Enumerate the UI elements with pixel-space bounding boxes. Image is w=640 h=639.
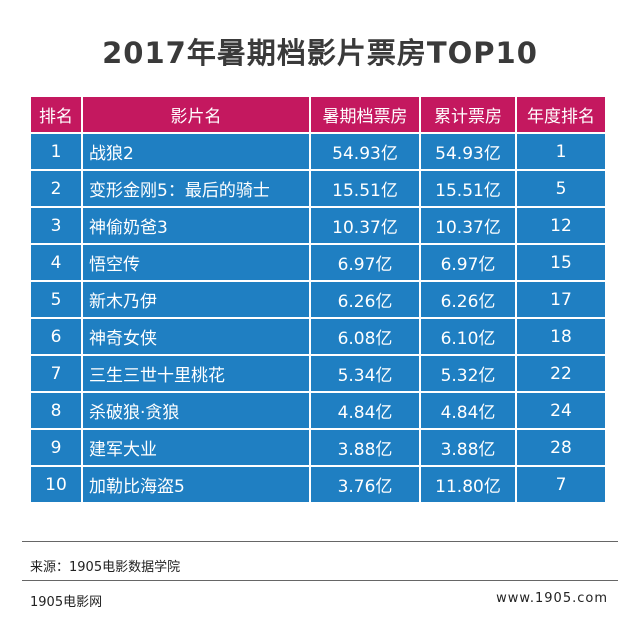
cell-total-box-office: 6.10亿 (421, 319, 515, 354)
cell-film-name: 新木乃伊 (83, 282, 309, 317)
cell-film-name: 战狼2 (83, 134, 309, 169)
cell-film-name: 变形金刚5：最后的骑士 (83, 171, 309, 206)
cell-annual-rank: 22 (517, 356, 605, 391)
cell-summer-box-office: 3.88亿 (311, 430, 419, 465)
cell-summer-box-office: 6.26亿 (311, 282, 419, 317)
page-title: 2017年暑期档影片票房TOP10 (102, 36, 538, 70)
cell-summer-box-office: 6.08亿 (311, 319, 419, 354)
table-row: 1 战狼2 54.93亿 54.93亿 1 (31, 134, 605, 169)
cell-film-name: 杀破狼·贪狼 (83, 393, 309, 428)
cell-summer-box-office: 15.51亿 (311, 171, 419, 206)
cell-summer-box-office: 3.76亿 (311, 467, 419, 502)
table-row: 6 神奇女侠 6.08亿 6.10亿 18 (31, 319, 605, 354)
cell-rank: 1 (31, 134, 81, 169)
cell-annual-rank: 12 (517, 208, 605, 243)
header-annual-rank: 年度排名 (517, 97, 605, 132)
cell-film-name: 悟空传 (83, 245, 309, 280)
cell-rank: 6 (31, 319, 81, 354)
cell-rank: 5 (31, 282, 81, 317)
table-row: 2 变形金刚5：最后的骑士 15.51亿 15.51亿 5 (31, 171, 605, 206)
cell-summer-box-office: 10.37亿 (311, 208, 419, 243)
cell-summer-box-office: 54.93亿 (311, 134, 419, 169)
cell-total-box-office: 11.80亿 (421, 467, 515, 502)
cell-film-name: 三生三世十里桃花 (83, 356, 309, 391)
cell-rank: 10 (31, 467, 81, 502)
header-film-name: 影片名 (83, 97, 309, 132)
cell-annual-rank: 1 (517, 134, 605, 169)
box-office-table: 排名 影片名 暑期档票房 累计票房 年度排名 1 战狼2 54.93亿 54.9… (29, 95, 607, 504)
table-row: 9 建军大业 3.88亿 3.88亿 28 (31, 430, 605, 465)
divider-bottom (22, 580, 618, 581)
cell-film-name: 加勒比海盗5 (83, 467, 309, 502)
cell-annual-rank: 7 (517, 467, 605, 502)
cell-total-box-office: 3.88亿 (421, 430, 515, 465)
cell-total-box-office: 5.32亿 (421, 356, 515, 391)
cell-total-box-office: 10.37亿 (421, 208, 515, 243)
cell-annual-rank: 15 (517, 245, 605, 280)
cell-rank: 3 (31, 208, 81, 243)
table-row: 7 三生三世十里桃花 5.34亿 5.32亿 22 (31, 356, 605, 391)
cell-film-name: 神奇女侠 (83, 319, 309, 354)
divider-top (22, 541, 618, 542)
cell-rank: 2 (31, 171, 81, 206)
cell-total-box-office: 54.93亿 (421, 134, 515, 169)
cell-summer-box-office: 5.34亿 (311, 356, 419, 391)
table-header-row: 排名 影片名 暑期档票房 累计票房 年度排名 (31, 97, 605, 132)
cell-rank: 7 (31, 356, 81, 391)
source-note: 来源：1905电影数据学院 (30, 560, 181, 575)
table-row: 10 加勒比海盗5 3.76亿 11.80亿 7 (31, 467, 605, 502)
footer-brand: 1905电影网 (30, 595, 103, 610)
table-row: 8 杀破狼·贪狼 4.84亿 4.84亿 24 (31, 393, 605, 428)
cell-summer-box-office: 4.84亿 (311, 393, 419, 428)
cell-total-box-office: 6.97亿 (421, 245, 515, 280)
cell-annual-rank: 24 (517, 393, 605, 428)
cell-total-box-office: 4.84亿 (421, 393, 515, 428)
footer-url: www.1905.com (496, 591, 608, 606)
cell-annual-rank: 5 (517, 171, 605, 206)
cell-film-name: 建军大业 (83, 430, 309, 465)
table-row: 4 悟空传 6.97亿 6.97亿 15 (31, 245, 605, 280)
cell-annual-rank: 18 (517, 319, 605, 354)
cell-summer-box-office: 6.97亿 (311, 245, 419, 280)
cell-annual-rank: 28 (517, 430, 605, 465)
cell-film-name: 神偷奶爸3 (83, 208, 309, 243)
header-rank: 排名 (31, 97, 81, 132)
cell-total-box-office: 15.51亿 (421, 171, 515, 206)
header-summer-box-office: 暑期档票房 (311, 97, 419, 132)
cell-rank: 8 (31, 393, 81, 428)
cell-total-box-office: 6.26亿 (421, 282, 515, 317)
table-row: 5 新木乃伊 6.26亿 6.26亿 17 (31, 282, 605, 317)
cell-annual-rank: 17 (517, 282, 605, 317)
cell-rank: 4 (31, 245, 81, 280)
table-row: 3 神偷奶爸3 10.37亿 10.37亿 12 (31, 208, 605, 243)
header-total-box-office: 累计票房 (421, 97, 515, 132)
cell-rank: 9 (31, 430, 81, 465)
